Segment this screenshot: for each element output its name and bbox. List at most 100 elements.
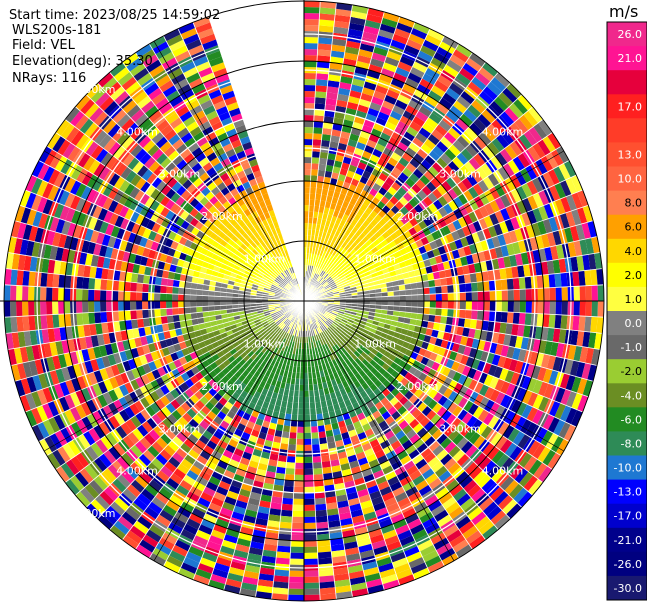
range-gate bbox=[456, 152, 469, 165]
range-gate bbox=[481, 270, 489, 282]
range-gate bbox=[419, 174, 431, 186]
range-gate bbox=[355, 281, 362, 287]
range-gate bbox=[323, 207, 330, 215]
range-gate bbox=[460, 148, 474, 162]
range-gate bbox=[443, 203, 454, 215]
range-gate bbox=[399, 115, 413, 127]
range-gate bbox=[324, 252, 330, 259]
range-gate bbox=[367, 8, 385, 18]
range-gate bbox=[112, 301, 119, 312]
range-gate bbox=[497, 166, 510, 181]
range-gate bbox=[311, 444, 321, 451]
range-gate bbox=[387, 115, 400, 127]
range-gate bbox=[334, 251, 341, 258]
range-gate bbox=[412, 168, 424, 179]
range-gate bbox=[304, 133, 314, 140]
range-gate bbox=[317, 285, 324, 291]
range-gate bbox=[355, 167, 365, 176]
range-gate bbox=[421, 252, 430, 261]
range-gate bbox=[500, 111, 515, 127]
range-gate bbox=[444, 268, 452, 278]
range-gate bbox=[82, 312, 90, 325]
range-gate bbox=[493, 269, 501, 281]
range-gate bbox=[319, 262, 324, 270]
range-gate bbox=[514, 171, 527, 186]
range-gate bbox=[380, 282, 387, 289]
range-gate bbox=[308, 211, 314, 218]
range-gate bbox=[377, 235, 386, 243]
range-gate bbox=[469, 272, 477, 283]
range-gate bbox=[508, 102, 524, 119]
range-gate bbox=[483, 290, 490, 301]
range-gate bbox=[515, 253, 524, 267]
range-gate bbox=[555, 146, 570, 164]
range-gate bbox=[381, 231, 390, 240]
range-gate bbox=[476, 166, 488, 180]
range-gate bbox=[334, 279, 342, 285]
range-gate bbox=[296, 432, 304, 439]
range-gate bbox=[591, 301, 598, 317]
range-gate bbox=[484, 202, 495, 216]
range-gate bbox=[430, 85, 446, 98]
range-gate bbox=[322, 281, 328, 287]
range-gate bbox=[380, 67, 396, 78]
range-gate bbox=[346, 246, 354, 254]
range-gate bbox=[364, 19, 381, 30]
range-gate bbox=[321, 280, 327, 286]
range-gate bbox=[338, 193, 347, 201]
range-gate bbox=[494, 246, 504, 259]
range-gate bbox=[435, 308, 442, 316]
range-gate bbox=[478, 205, 490, 218]
range-gate bbox=[482, 127, 497, 142]
range-gate bbox=[325, 164, 334, 173]
range-gate bbox=[312, 462, 323, 469]
range-gate bbox=[308, 205, 315, 212]
range-gate bbox=[368, 253, 376, 261]
range-gate bbox=[392, 33, 409, 45]
range-gate bbox=[331, 249, 338, 257]
range-gate bbox=[415, 239, 424, 249]
range-gate bbox=[437, 217, 448, 228]
range-gate bbox=[494, 183, 506, 197]
range-gate bbox=[459, 113, 474, 127]
range-gate bbox=[22, 301, 29, 317]
range-gate bbox=[338, 239, 345, 247]
range-gate bbox=[340, 266, 347, 272]
range-gate bbox=[489, 301, 496, 312]
range-gate bbox=[421, 122, 435, 134]
range-gate bbox=[520, 252, 529, 266]
range-gate bbox=[378, 73, 393, 84]
range-gate bbox=[336, 283, 343, 288]
range-gate bbox=[76, 313, 84, 326]
range-gate bbox=[321, 244, 327, 251]
range-gate bbox=[10, 301, 17, 317]
ray-separator bbox=[303, 160, 570, 302]
range-gate bbox=[311, 229, 316, 236]
range-gate bbox=[560, 272, 568, 287]
range-gate bbox=[304, 570, 319, 577]
range-gate bbox=[519, 289, 526, 301]
range-gate bbox=[324, 104, 336, 112]
range-gate bbox=[405, 295, 412, 301]
range-gate bbox=[432, 145, 445, 158]
range-gate bbox=[332, 291, 340, 295]
range-gate bbox=[343, 285, 351, 290]
range-gate bbox=[468, 157, 481, 171]
range-gate bbox=[409, 66, 425, 79]
range-gate bbox=[518, 312, 526, 325]
range-gate bbox=[347, 223, 355, 232]
range-gate bbox=[327, 189, 335, 197]
range-gate bbox=[405, 177, 416, 188]
range-gate bbox=[367, 264, 375, 271]
range-gate bbox=[447, 222, 457, 233]
range-gate bbox=[290, 420, 298, 427]
range-gate bbox=[537, 288, 544, 301]
range-gate bbox=[461, 225, 472, 237]
range-gate bbox=[378, 186, 388, 196]
range-gate bbox=[372, 122, 385, 133]
range-gate bbox=[347, 231, 355, 239]
range-gate bbox=[572, 315, 580, 331]
range-gate bbox=[516, 200, 527, 215]
range-gate bbox=[561, 301, 568, 316]
range-gate bbox=[320, 194, 328, 202]
